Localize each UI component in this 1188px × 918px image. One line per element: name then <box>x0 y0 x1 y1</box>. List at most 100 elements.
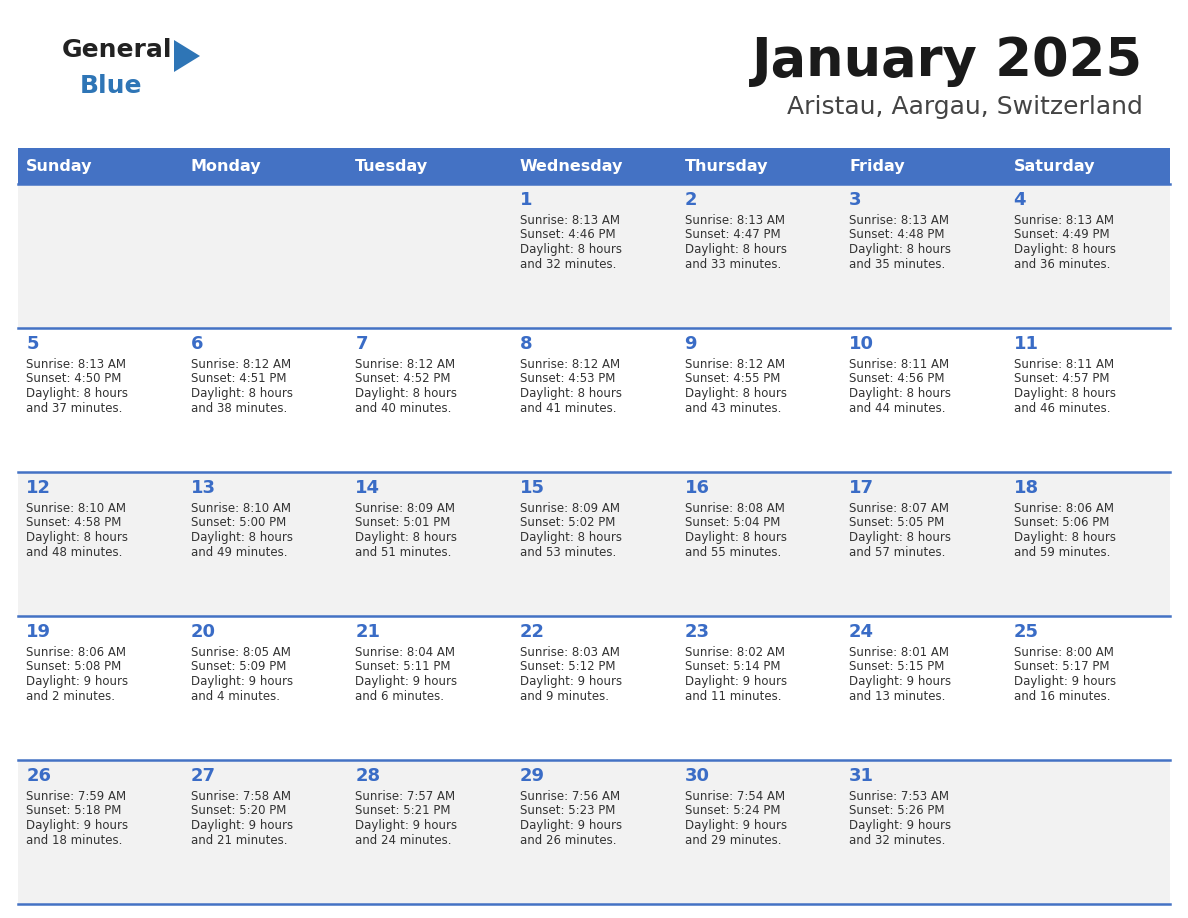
Text: Sunrise: 8:13 AM: Sunrise: 8:13 AM <box>26 358 126 371</box>
Text: Thursday: Thursday <box>684 159 767 174</box>
Text: Sunrise: 8:05 AM: Sunrise: 8:05 AM <box>191 646 291 659</box>
Text: Daylight: 9 hours: Daylight: 9 hours <box>191 819 293 832</box>
Text: Daylight: 8 hours: Daylight: 8 hours <box>849 243 952 256</box>
Text: Sunrise: 8:02 AM: Sunrise: 8:02 AM <box>684 646 784 659</box>
Text: 23: 23 <box>684 623 709 641</box>
Text: Sunrise: 8:04 AM: Sunrise: 8:04 AM <box>355 646 455 659</box>
Text: Daylight: 8 hours: Daylight: 8 hours <box>191 387 292 400</box>
Text: and 36 minutes.: and 36 minutes. <box>1013 258 1110 271</box>
Text: Daylight: 8 hours: Daylight: 8 hours <box>520 531 623 544</box>
Text: 29: 29 <box>520 767 545 785</box>
Text: and 32 minutes.: and 32 minutes. <box>849 834 946 846</box>
Text: and 35 minutes.: and 35 minutes. <box>849 258 946 271</box>
Text: Sunset: 5:05 PM: Sunset: 5:05 PM <box>849 517 944 530</box>
Text: 3: 3 <box>849 191 861 209</box>
Text: Daylight: 9 hours: Daylight: 9 hours <box>520 819 623 832</box>
Text: Daylight: 9 hours: Daylight: 9 hours <box>849 819 952 832</box>
Bar <box>512 148 676 184</box>
Text: Sunset: 5:24 PM: Sunset: 5:24 PM <box>684 804 781 818</box>
Text: Sunset: 5:20 PM: Sunset: 5:20 PM <box>191 804 286 818</box>
Text: Sunset: 4:50 PM: Sunset: 4:50 PM <box>26 373 121 386</box>
Text: Sunrise: 7:57 AM: Sunrise: 7:57 AM <box>355 790 455 803</box>
Text: Sunset: 5:21 PM: Sunset: 5:21 PM <box>355 804 451 818</box>
Text: 7: 7 <box>355 335 368 353</box>
Text: Sunset: 4:58 PM: Sunset: 4:58 PM <box>26 517 121 530</box>
Bar <box>18 148 183 184</box>
Text: 27: 27 <box>191 767 216 785</box>
Text: Sunset: 4:47 PM: Sunset: 4:47 PM <box>684 229 781 241</box>
Text: Sunrise: 8:00 AM: Sunrise: 8:00 AM <box>1013 646 1113 659</box>
Text: Sunrise: 8:06 AM: Sunrise: 8:06 AM <box>1013 502 1113 515</box>
Text: Sunset: 5:18 PM: Sunset: 5:18 PM <box>26 804 121 818</box>
Text: and 37 minutes.: and 37 minutes. <box>26 401 122 415</box>
Text: Daylight: 8 hours: Daylight: 8 hours <box>355 531 457 544</box>
Text: 13: 13 <box>191 479 216 497</box>
Text: 20: 20 <box>191 623 216 641</box>
Polygon shape <box>173 40 200 72</box>
Text: Sunset: 4:46 PM: Sunset: 4:46 PM <box>520 229 615 241</box>
Text: Sunrise: 8:11 AM: Sunrise: 8:11 AM <box>1013 358 1114 371</box>
Text: Daylight: 9 hours: Daylight: 9 hours <box>355 675 457 688</box>
Text: and 16 minutes.: and 16 minutes. <box>1013 689 1110 702</box>
Text: Friday: Friday <box>849 159 905 174</box>
Text: and 32 minutes.: and 32 minutes. <box>520 258 617 271</box>
Bar <box>18 616 1170 760</box>
Text: Daylight: 8 hours: Daylight: 8 hours <box>1013 243 1116 256</box>
Text: Sunset: 5:23 PM: Sunset: 5:23 PM <box>520 804 615 818</box>
Text: 31: 31 <box>849 767 874 785</box>
Text: Daylight: 8 hours: Daylight: 8 hours <box>191 531 292 544</box>
Text: Sunset: 5:04 PM: Sunset: 5:04 PM <box>684 517 779 530</box>
Text: Sunset: 4:53 PM: Sunset: 4:53 PM <box>520 373 615 386</box>
Text: Sunrise: 8:13 AM: Sunrise: 8:13 AM <box>1013 214 1113 227</box>
Text: and 2 minutes.: and 2 minutes. <box>26 689 115 702</box>
Text: Sunset: 5:01 PM: Sunset: 5:01 PM <box>355 517 450 530</box>
Text: Sunday: Sunday <box>26 159 93 174</box>
Text: 14: 14 <box>355 479 380 497</box>
Text: Sunrise: 8:13 AM: Sunrise: 8:13 AM <box>520 214 620 227</box>
Text: Daylight: 8 hours: Daylight: 8 hours <box>26 387 128 400</box>
Text: and 38 minutes.: and 38 minutes. <box>191 401 287 415</box>
Text: Sunset: 5:17 PM: Sunset: 5:17 PM <box>1013 660 1110 674</box>
Text: Daylight: 8 hours: Daylight: 8 hours <box>684 531 786 544</box>
Text: Daylight: 8 hours: Daylight: 8 hours <box>1013 531 1116 544</box>
Text: Sunset: 5:11 PM: Sunset: 5:11 PM <box>355 660 451 674</box>
Text: and 51 minutes.: and 51 minutes. <box>355 545 451 558</box>
Text: Blue: Blue <box>80 74 143 98</box>
Text: Sunrise: 8:09 AM: Sunrise: 8:09 AM <box>355 502 455 515</box>
Text: and 26 minutes.: and 26 minutes. <box>520 834 617 846</box>
Text: Sunset: 5:02 PM: Sunset: 5:02 PM <box>520 517 615 530</box>
Text: Daylight: 9 hours: Daylight: 9 hours <box>1013 675 1116 688</box>
Bar <box>18 760 1170 904</box>
Text: Daylight: 8 hours: Daylight: 8 hours <box>849 387 952 400</box>
Bar <box>18 328 1170 472</box>
Text: and 59 minutes.: and 59 minutes. <box>1013 545 1110 558</box>
Text: 26: 26 <box>26 767 51 785</box>
Text: Sunrise: 8:06 AM: Sunrise: 8:06 AM <box>26 646 126 659</box>
Text: and 41 minutes.: and 41 minutes. <box>520 401 617 415</box>
Text: Sunset: 5:12 PM: Sunset: 5:12 PM <box>520 660 615 674</box>
Text: 16: 16 <box>684 479 709 497</box>
Text: 2: 2 <box>684 191 697 209</box>
Text: Sunset: 5:06 PM: Sunset: 5:06 PM <box>1013 517 1110 530</box>
Text: Daylight: 8 hours: Daylight: 8 hours <box>684 243 786 256</box>
Text: 24: 24 <box>849 623 874 641</box>
Text: Sunrise: 7:54 AM: Sunrise: 7:54 AM <box>684 790 784 803</box>
Text: Sunset: 4:48 PM: Sunset: 4:48 PM <box>849 229 944 241</box>
Text: 1: 1 <box>520 191 532 209</box>
Text: Daylight: 9 hours: Daylight: 9 hours <box>849 675 952 688</box>
Text: Wednesday: Wednesday <box>520 159 624 174</box>
Text: Sunset: 4:52 PM: Sunset: 4:52 PM <box>355 373 451 386</box>
Text: January 2025: January 2025 <box>752 35 1143 87</box>
Text: Sunrise: 8:12 AM: Sunrise: 8:12 AM <box>684 358 784 371</box>
Text: 5: 5 <box>26 335 39 353</box>
Text: 4: 4 <box>1013 191 1026 209</box>
Text: and 29 minutes.: and 29 minutes. <box>684 834 781 846</box>
Text: Sunrise: 8:13 AM: Sunrise: 8:13 AM <box>684 214 784 227</box>
Text: Daylight: 8 hours: Daylight: 8 hours <box>355 387 457 400</box>
Text: and 13 minutes.: and 13 minutes. <box>849 689 946 702</box>
Text: and 49 minutes.: and 49 minutes. <box>191 545 287 558</box>
Text: Sunset: 5:09 PM: Sunset: 5:09 PM <box>191 660 286 674</box>
Text: 28: 28 <box>355 767 380 785</box>
Text: Sunset: 4:51 PM: Sunset: 4:51 PM <box>191 373 286 386</box>
Text: 8: 8 <box>520 335 532 353</box>
